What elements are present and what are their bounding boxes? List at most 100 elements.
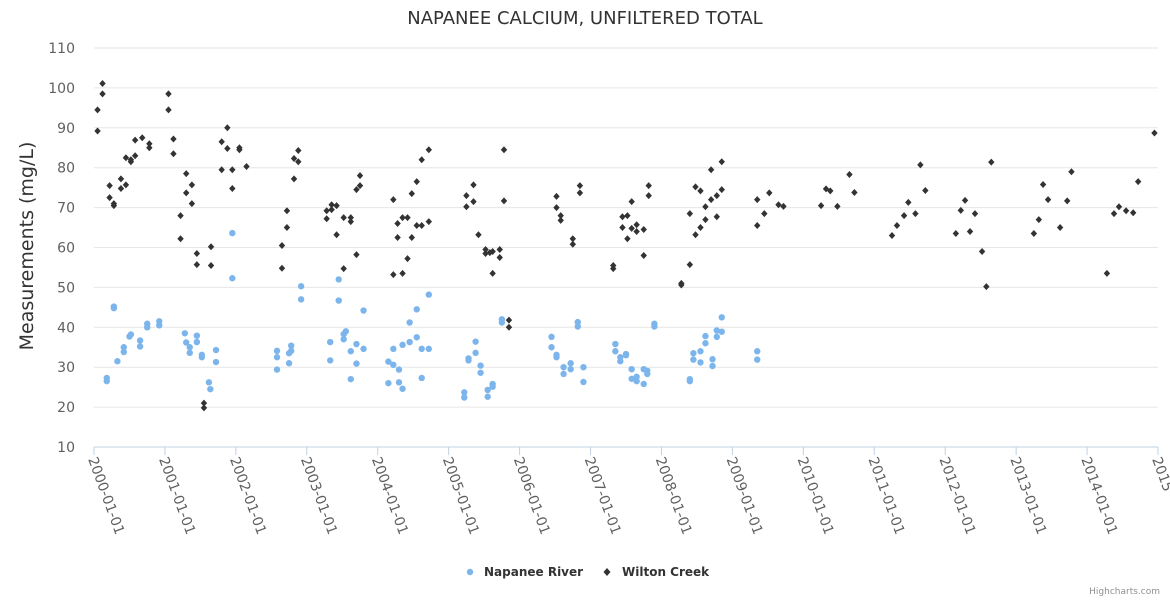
data-point-wilton-creek[interactable] bbox=[328, 201, 335, 209]
data-point-napanee-river[interactable] bbox=[273, 347, 281, 355]
data-point-wilton-creek[interactable] bbox=[961, 196, 969, 204]
data-point-wilton-creek[interactable] bbox=[463, 203, 470, 211]
data-point-wilton-creek[interactable] bbox=[761, 210, 768, 218]
data-point-napanee-river[interactable] bbox=[186, 349, 193, 357]
data-point-wilton-creek[interactable] bbox=[94, 106, 101, 114]
data-point-wilton-creek[interactable] bbox=[780, 202, 787, 210]
data-point-wilton-creek[interactable] bbox=[323, 207, 330, 215]
data-point-wilton-creek[interactable] bbox=[165, 106, 172, 114]
data-point-napanee-river[interactable] bbox=[472, 349, 479, 357]
data-point-wilton-creek[interactable] bbox=[718, 158, 725, 166]
data-point-wilton-creek[interactable] bbox=[557, 216, 564, 224]
data-point-wilton-creek[interactable] bbox=[624, 212, 631, 220]
data-point-wilton-creek[interactable] bbox=[295, 147, 302, 155]
data-point-wilton-creek[interactable] bbox=[971, 210, 979, 218]
data-point-wilton-creek[interactable] bbox=[496, 245, 503, 253]
data-point-wilton-creek[interactable] bbox=[394, 220, 401, 228]
data-point-napanee-river[interactable] bbox=[628, 365, 635, 373]
data-point-napanee-river[interactable] bbox=[418, 374, 425, 382]
data-point-napanee-river[interactable] bbox=[413, 306, 420, 313]
data-point-wilton-creek[interactable] bbox=[1129, 209, 1137, 217]
data-point-wilton-creek[interactable] bbox=[893, 222, 901, 230]
data-point-wilton-creek[interactable] bbox=[707, 166, 715, 174]
data-point-napanee-river[interactable] bbox=[207, 385, 214, 393]
data-point-wilton-creek[interactable] bbox=[106, 182, 113, 190]
data-point-wilton-creek[interactable] bbox=[957, 206, 965, 214]
data-point-wilton-creek[interactable] bbox=[146, 140, 153, 148]
data-point-wilton-creek[interactable] bbox=[117, 184, 125, 192]
data-point-wilton-creek[interactable] bbox=[645, 182, 652, 190]
data-point-wilton-creek[interactable] bbox=[290, 155, 298, 163]
data-point-wilton-creek[interactable] bbox=[200, 399, 208, 407]
data-point-wilton-creek[interactable] bbox=[754, 196, 761, 204]
data-point-wilton-creek[interactable] bbox=[229, 184, 236, 192]
data-point-wilton-creek[interactable] bbox=[1056, 224, 1064, 232]
data-point-napanee-river[interactable] bbox=[395, 379, 403, 386]
data-point-wilton-creek[interactable] bbox=[500, 146, 508, 154]
data-point-wilton-creek[interactable] bbox=[290, 175, 298, 183]
data-point-wilton-creek[interactable] bbox=[408, 234, 415, 242]
data-point-wilton-creek[interactable] bbox=[183, 170, 190, 178]
data-point-napanee-river[interactable] bbox=[229, 229, 236, 237]
data-point-napanee-river[interactable] bbox=[612, 348, 619, 355]
data-point-napanee-river[interactable] bbox=[183, 339, 190, 346]
data-point-wilton-creek[interactable] bbox=[678, 281, 685, 289]
data-point-wilton-creek[interactable] bbox=[628, 198, 635, 206]
data-point-wilton-creek[interactable] bbox=[1044, 196, 1052, 204]
data-point-wilton-creek[interactable] bbox=[496, 253, 503, 261]
data-point-napanee-river[interactable] bbox=[110, 304, 118, 312]
data-point-wilton-creek[interactable] bbox=[553, 192, 560, 200]
data-point-napanee-river[interactable] bbox=[385, 379, 392, 387]
data-point-wilton-creek[interactable] bbox=[1115, 203, 1123, 211]
data-point-wilton-creek[interactable] bbox=[500, 197, 508, 205]
data-point-wilton-creek[interactable] bbox=[713, 213, 720, 221]
data-point-napanee-river[interactable] bbox=[697, 348, 704, 355]
data-point-wilton-creek[interactable] bbox=[707, 196, 715, 204]
data-point-napanee-river[interactable] bbox=[144, 324, 151, 331]
data-point-wilton-creek[interactable] bbox=[127, 158, 135, 166]
data-point-napanee-river[interactable] bbox=[690, 350, 697, 357]
data-point-wilton-creek[interactable] bbox=[1110, 210, 1118, 218]
data-point-wilton-creek[interactable] bbox=[200, 404, 208, 412]
data-point-napanee-river[interactable] bbox=[702, 332, 709, 340]
data-point-wilton-creek[interactable] bbox=[922, 186, 929, 194]
data-point-wilton-creek[interactable] bbox=[399, 269, 406, 277]
data-point-wilton-creek[interactable] bbox=[827, 187, 834, 195]
data-point-napanee-river[interactable] bbox=[186, 344, 193, 351]
data-point-napanee-river[interactable] bbox=[612, 340, 619, 348]
data-point-wilton-creek[interactable] bbox=[218, 166, 225, 174]
data-point-napanee-river[interactable] bbox=[181, 330, 188, 337]
data-point-napanee-river[interactable] bbox=[425, 345, 433, 353]
data-point-napanee-river[interactable] bbox=[193, 338, 201, 346]
data-point-napanee-river[interactable] bbox=[690, 356, 697, 363]
data-point-wilton-creek[interactable] bbox=[718, 186, 725, 194]
data-point-wilton-creek[interactable] bbox=[207, 243, 215, 251]
data-point-napanee-river[interactable] bbox=[754, 348, 761, 355]
legend-item-wilton-creek[interactable]: Wilton Creek bbox=[603, 565, 711, 579]
data-point-napanee-river[interactable] bbox=[425, 291, 433, 298]
data-point-wilton-creek[interactable] bbox=[224, 124, 231, 132]
data-point-napanee-river[interactable] bbox=[498, 319, 506, 326]
data-point-wilton-creek[interactable] bbox=[146, 144, 153, 152]
data-point-wilton-creek[interactable] bbox=[576, 189, 584, 197]
data-point-wilton-creek[interactable] bbox=[243, 163, 250, 171]
data-point-napanee-river[interactable] bbox=[156, 322, 163, 329]
data-point-napanee-river[interactable] bbox=[406, 319, 413, 326]
data-point-wilton-creek[interactable] bbox=[576, 182, 584, 190]
data-point-napanee-river[interactable] bbox=[477, 369, 484, 376]
data-point-napanee-river[interactable] bbox=[136, 343, 144, 350]
data-point-wilton-creek[interactable] bbox=[165, 90, 172, 98]
data-point-wilton-creek[interactable] bbox=[418, 222, 425, 230]
data-point-napanee-river[interactable] bbox=[461, 394, 468, 401]
data-point-napanee-river[interactable] bbox=[120, 344, 127, 351]
data-point-wilton-creek[interactable] bbox=[633, 221, 640, 229]
data-point-napanee-river[interactable] bbox=[702, 340, 709, 347]
data-point-napanee-river[interactable] bbox=[697, 359, 704, 366]
data-point-wilton-creek[interactable] bbox=[236, 146, 243, 154]
data-point-wilton-creek[interactable] bbox=[952, 230, 960, 238]
data-point-napanee-river[interactable] bbox=[617, 358, 624, 365]
data-point-wilton-creek[interactable] bbox=[1103, 269, 1111, 277]
data-point-wilton-creek[interactable] bbox=[978, 247, 986, 255]
data-point-wilton-creek[interactable] bbox=[139, 134, 146, 142]
data-point-wilton-creek[interactable] bbox=[94, 127, 101, 135]
